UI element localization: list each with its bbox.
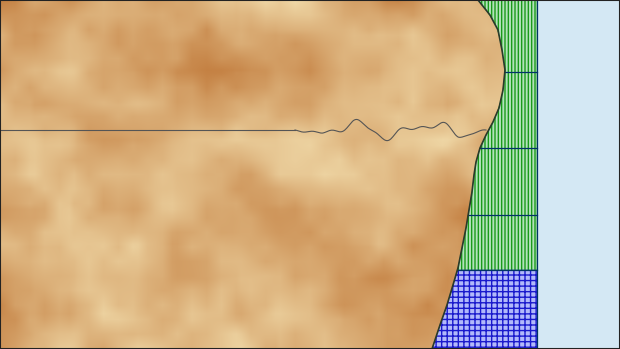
Polygon shape [458, 0, 537, 270]
Polygon shape [432, 270, 537, 349]
